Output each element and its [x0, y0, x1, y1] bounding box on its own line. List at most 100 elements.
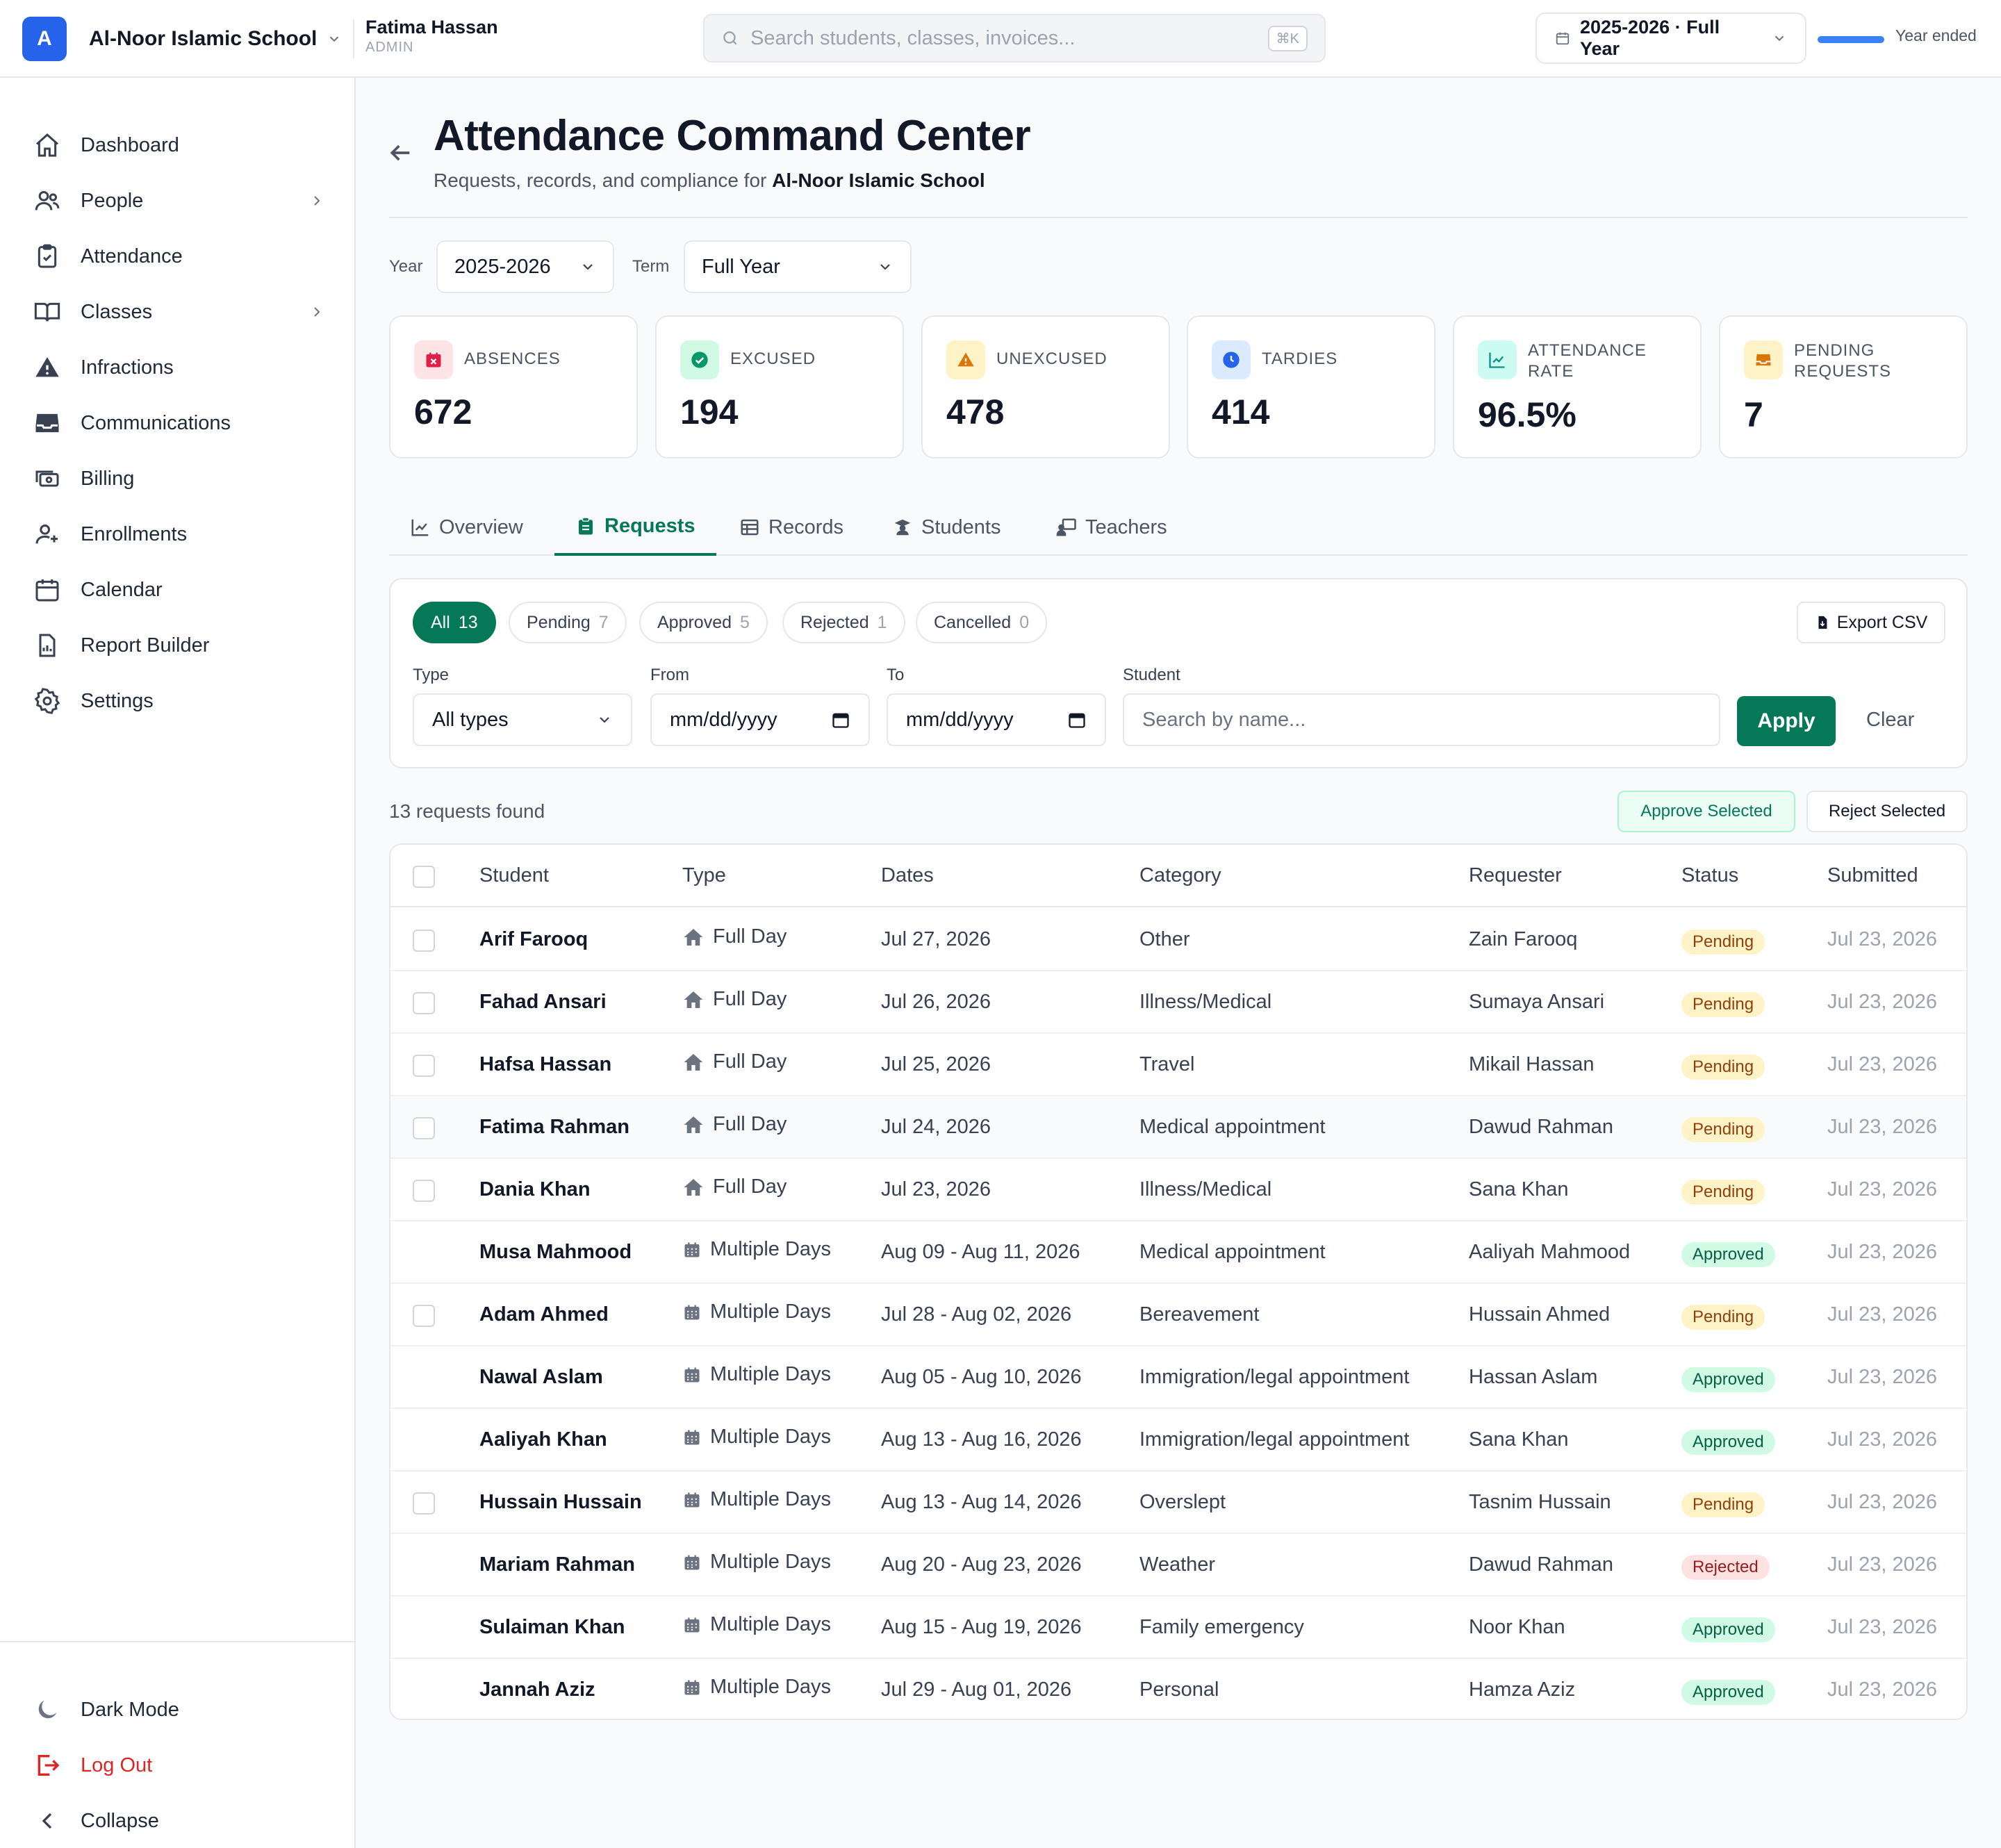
reject-selected-button[interactable]: Reject Selected [1806, 791, 1968, 832]
status-filter-pending[interactable]: Pending 7 [509, 602, 627, 643]
stat-card-attendance-rate: ATTENDANCE RATE 96.5% [1453, 315, 1702, 459]
student-name[interactable]: Nawal Aslam [479, 1366, 603, 1388]
sidebar-item-billing[interactable]: Billing [33, 458, 325, 500]
row-checkbox[interactable] [413, 1117, 435, 1139]
table-row[interactable]: Arif Farooq Full Day Jul 27, 2026 Other Zain… [390, 909, 1966, 971]
sidebar-item-enrollments[interactable]: Enrollments [33, 513, 325, 555]
table-row[interactable]: Sulaiman Khan Multiple Days Aug 15 - Aug 1… [390, 1597, 1966, 1659]
calendar-icon [682, 1678, 702, 1697]
status-filter-approved[interactable]: Approved 5 [639, 602, 768, 643]
table-row[interactable]: Jannah Aziz Multiple Days Jul 29 - Aug 01,… [390, 1659, 1966, 1719]
row-checkbox[interactable] [413, 1180, 435, 1202]
moon-icon [33, 1696, 61, 1724]
tab-overview[interactable]: Overview [410, 499, 523, 556]
table-row[interactable]: Musa Mahmood Multiple Days Aug 09 - Aug 11… [390, 1221, 1966, 1284]
status-filter-rejected[interactable]: Rejected 1 [782, 602, 905, 643]
student-search-input[interactable]: Search by name... [1123, 693, 1720, 746]
sidebar-item-classes[interactable]: Classes [33, 291, 325, 333]
column-header-status[interactable]: Status [1681, 864, 1739, 886]
from-date-input[interactable]: mm/dd/yyyy [650, 693, 870, 746]
status-filter-all[interactable]: All 13 [413, 602, 496, 643]
student-name[interactable]: Fatima Rahman [479, 1116, 629, 1138]
student-name[interactable]: Arif Farooq [479, 928, 588, 950]
export-csv-button[interactable]: Export CSV [1797, 602, 1945, 643]
table-row[interactable]: Fahad Ansari Full Day Jul 26, 2026 Illness/… [390, 971, 1966, 1034]
dark-mode-toggle[interactable]: Dark Mode [33, 1689, 325, 1731]
back-button[interactable] [386, 139, 414, 167]
column-header-category[interactable]: Category [1139, 864, 1221, 886]
row-checkbox[interactable] [413, 992, 435, 1014]
column-header-dates[interactable]: Dates [881, 864, 934, 886]
column-header-type[interactable]: Type [682, 864, 726, 886]
column-header-requester[interactable]: Requester [1469, 864, 1562, 886]
requester-name: Hassan Aslam [1469, 1366, 1598, 1388]
student-name[interactable]: Aaliyah Khan [479, 1428, 607, 1451]
column-header-submitted[interactable]: Submitted [1827, 864, 1918, 886]
stat-card-pending-requests: PENDING REQUESTS 7 [1719, 315, 1968, 459]
logout-button[interactable]: Log Out [33, 1744, 325, 1786]
page-title: Attendance Command Center [434, 112, 1031, 160]
to-date-input[interactable]: mm/dd/yyyy [887, 693, 1106, 746]
requester-name: Sana Khan [1469, 1178, 1569, 1201]
table-row[interactable]: Hussain Hussain Multiple Days Aug 13 - Aug… [390, 1471, 1966, 1534]
tab-requests[interactable]: Requests [554, 499, 716, 556]
sidebar-item-infractions[interactable]: Infractions [33, 347, 325, 388]
users-icon [33, 187, 61, 215]
sidebar-item-report-builder[interactable]: Report Builder [33, 625, 325, 666]
header-divider [389, 217, 1968, 218]
submitted-date: Jul 23, 2026 [1827, 1116, 1938, 1138]
column-header-student[interactable]: Student [479, 864, 549, 886]
sidebar-item-settings[interactable]: Settings [33, 680, 325, 722]
search-input[interactable]: Search students, classes, invoices... [750, 26, 1076, 49]
student-name[interactable]: Hafsa Hassan [479, 1053, 612, 1075]
year-filter-select[interactable]: 2025-2026 [436, 240, 614, 293]
clipboard-check-icon [33, 242, 61, 270]
table-row[interactable]: Dania Khan Full Day Jul 23, 2026 Illness/Me… [390, 1159, 1966, 1221]
row-checkbox[interactable] [413, 1305, 435, 1327]
collapse-sidebar-button[interactable]: Collapse [33, 1800, 325, 1842]
tab-teachers[interactable]: Teachers [1056, 499, 1167, 556]
student-name[interactable]: Mariam Rahman [479, 1553, 636, 1576]
apply-button[interactable]: Apply [1737, 696, 1836, 746]
submitted-date: Jul 23, 2026 [1827, 1491, 1938, 1513]
academic-year-selector[interactable]: 2025-2026 · Full Year [1535, 13, 1806, 64]
tab-students[interactable]: Students [892, 499, 1000, 556]
request-dates: Jul 29 - Aug 01, 2026 [881, 1678, 1072, 1701]
status-filter-cancelled[interactable]: Cancelled 0 [916, 602, 1048, 643]
school-switcher[interactable]: Al-Noor Islamic School [89, 21, 342, 57]
term-filter-select[interactable]: Full Year [684, 240, 912, 293]
student-name[interactable]: Fahad Ansari [479, 991, 607, 1013]
table-row[interactable]: Nawal Aslam Multiple Days Aug 05 - Aug 10,… [390, 1346, 1966, 1409]
global-search[interactable]: Search students, classes, invoices... ⌘K [703, 14, 1326, 63]
sidebar-item-attendance[interactable]: Attendance [33, 236, 325, 277]
row-checkbox[interactable] [413, 1055, 435, 1077]
user-role: ADMIN [365, 40, 414, 55]
sidebar-item-dashboard[interactable]: Dashboard [33, 124, 325, 166]
student-name[interactable]: Dania Khan [479, 1178, 591, 1201]
sidebar-item-calendar[interactable]: Calendar [33, 569, 325, 611]
tab-records[interactable]: Records [739, 499, 843, 556]
type-filter-select[interactable]: All types [413, 693, 632, 746]
student-name[interactable]: Sulaiman Khan [479, 1616, 625, 1638]
request-dates: Aug 09 - Aug 11, 2026 [881, 1241, 1080, 1263]
sidebar-item-people[interactable]: People [33, 180, 325, 222]
student-name[interactable]: Adam Ahmed [479, 1303, 609, 1326]
calendar-icon [831, 710, 850, 729]
table-row[interactable]: Aaliyah Khan Multiple Days Aug 13 - Aug 16… [390, 1409, 1966, 1471]
table-row[interactable]: Adam Ahmed Multiple Days Jul 28 - Aug 02, … [390, 1284, 1966, 1346]
table-row[interactable]: Fatima Rahman Full Day Jul 24, 2026 Medical… [390, 1096, 1966, 1159]
select-all-checkbox[interactable] [413, 866, 435, 888]
request-type: Full Day [682, 1175, 787, 1198]
sidebar-item-communications[interactable]: Communications [33, 402, 325, 444]
book-open-icon [33, 298, 61, 326]
request-type: Multiple Days [682, 1363, 831, 1386]
row-checkbox[interactable] [413, 1492, 435, 1515]
student-name[interactable]: Hussain Hussain [479, 1491, 642, 1513]
table-row[interactable]: Mariam Rahman Multiple Days Aug 20 - Aug 2… [390, 1534, 1966, 1597]
student-name[interactable]: Jannah Aziz [479, 1678, 595, 1701]
row-checkbox[interactable] [413, 930, 435, 952]
student-name[interactable]: Musa Mahmood [479, 1241, 632, 1263]
clear-button[interactable]: Clear [1866, 709, 1915, 731]
approve-selected-button[interactable]: Approve Selected [1617, 791, 1795, 832]
table-row[interactable]: Hafsa Hassan Full Day Jul 25, 2026 Travel Mi… [390, 1034, 1966, 1096]
